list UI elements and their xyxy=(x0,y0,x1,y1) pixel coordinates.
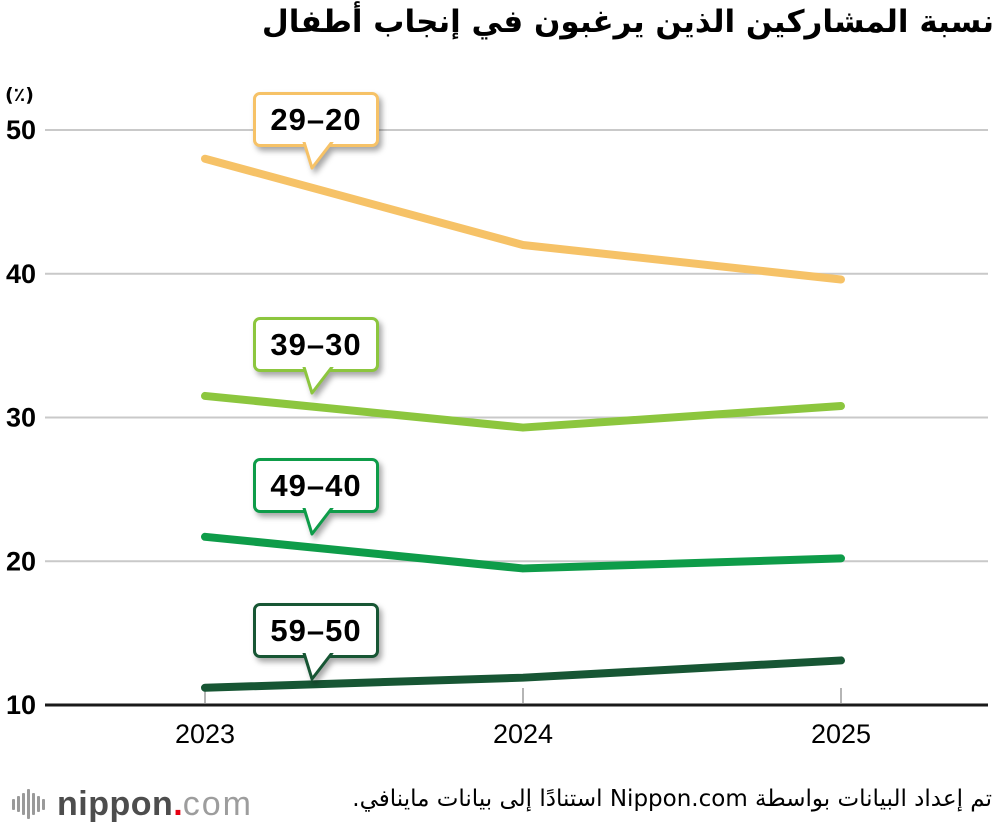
series-callout-30-39: 39–30 xyxy=(253,317,379,395)
y-tick-label: 40 xyxy=(6,259,36,289)
y-tick-label: 10 xyxy=(6,690,36,720)
callout-tail xyxy=(302,653,334,681)
x-tick-label: 2023 xyxy=(175,719,235,749)
series-label-50-59: 59–50 xyxy=(270,612,362,648)
series-callout-40-49: 49–40 xyxy=(253,458,379,536)
series-callout-50-59: 59–50 xyxy=(253,603,379,681)
series-label-30-39: 39–30 xyxy=(270,326,362,362)
series-label-40-49: 49–40 xyxy=(270,467,362,503)
callout-bubble: 49–40 xyxy=(253,458,379,513)
data-line-20-29 xyxy=(201,154,845,284)
callout-bubble: 59–50 xyxy=(253,603,379,658)
data-line-40-49 xyxy=(201,532,845,573)
callout-bubble: 39–30 xyxy=(253,317,379,372)
series-callout-20-29: 29–20 xyxy=(253,92,379,170)
nippon-logo: nippon. com xyxy=(12,784,253,824)
logo-bars-icon xyxy=(12,789,47,819)
chart-title: نسبة المشاركين الذين يرغبون في إنجاب أطف… xyxy=(261,4,994,40)
source-attribution-text: تم إعداد البيانات بواسطة Nippon.com استن… xyxy=(352,786,992,812)
y-tick-label: 20 xyxy=(6,546,36,576)
line-chart: 10 20 30 40 50 2023 2024 2025 xyxy=(6,115,988,749)
logo-text-com: com xyxy=(182,784,253,823)
logo-text-nippon: nippon xyxy=(57,784,174,823)
y-tick-label: 50 xyxy=(6,115,36,145)
y-axis-unit-label: (٪) xyxy=(5,84,34,106)
callout-tail xyxy=(302,508,334,536)
callout-bubble: 29–20 xyxy=(253,92,379,147)
callout-tail xyxy=(302,142,334,170)
y-tick-label: 30 xyxy=(6,403,36,433)
callout-tail xyxy=(302,367,334,395)
x-tick-label: 2025 xyxy=(811,719,871,749)
data-line-50-59 xyxy=(201,656,845,692)
data-line-30-39 xyxy=(201,391,845,432)
x-tick-label: 2024 xyxy=(493,719,553,749)
logo-dot: . xyxy=(173,784,183,823)
series-label-20-29: 29–20 xyxy=(270,101,362,137)
